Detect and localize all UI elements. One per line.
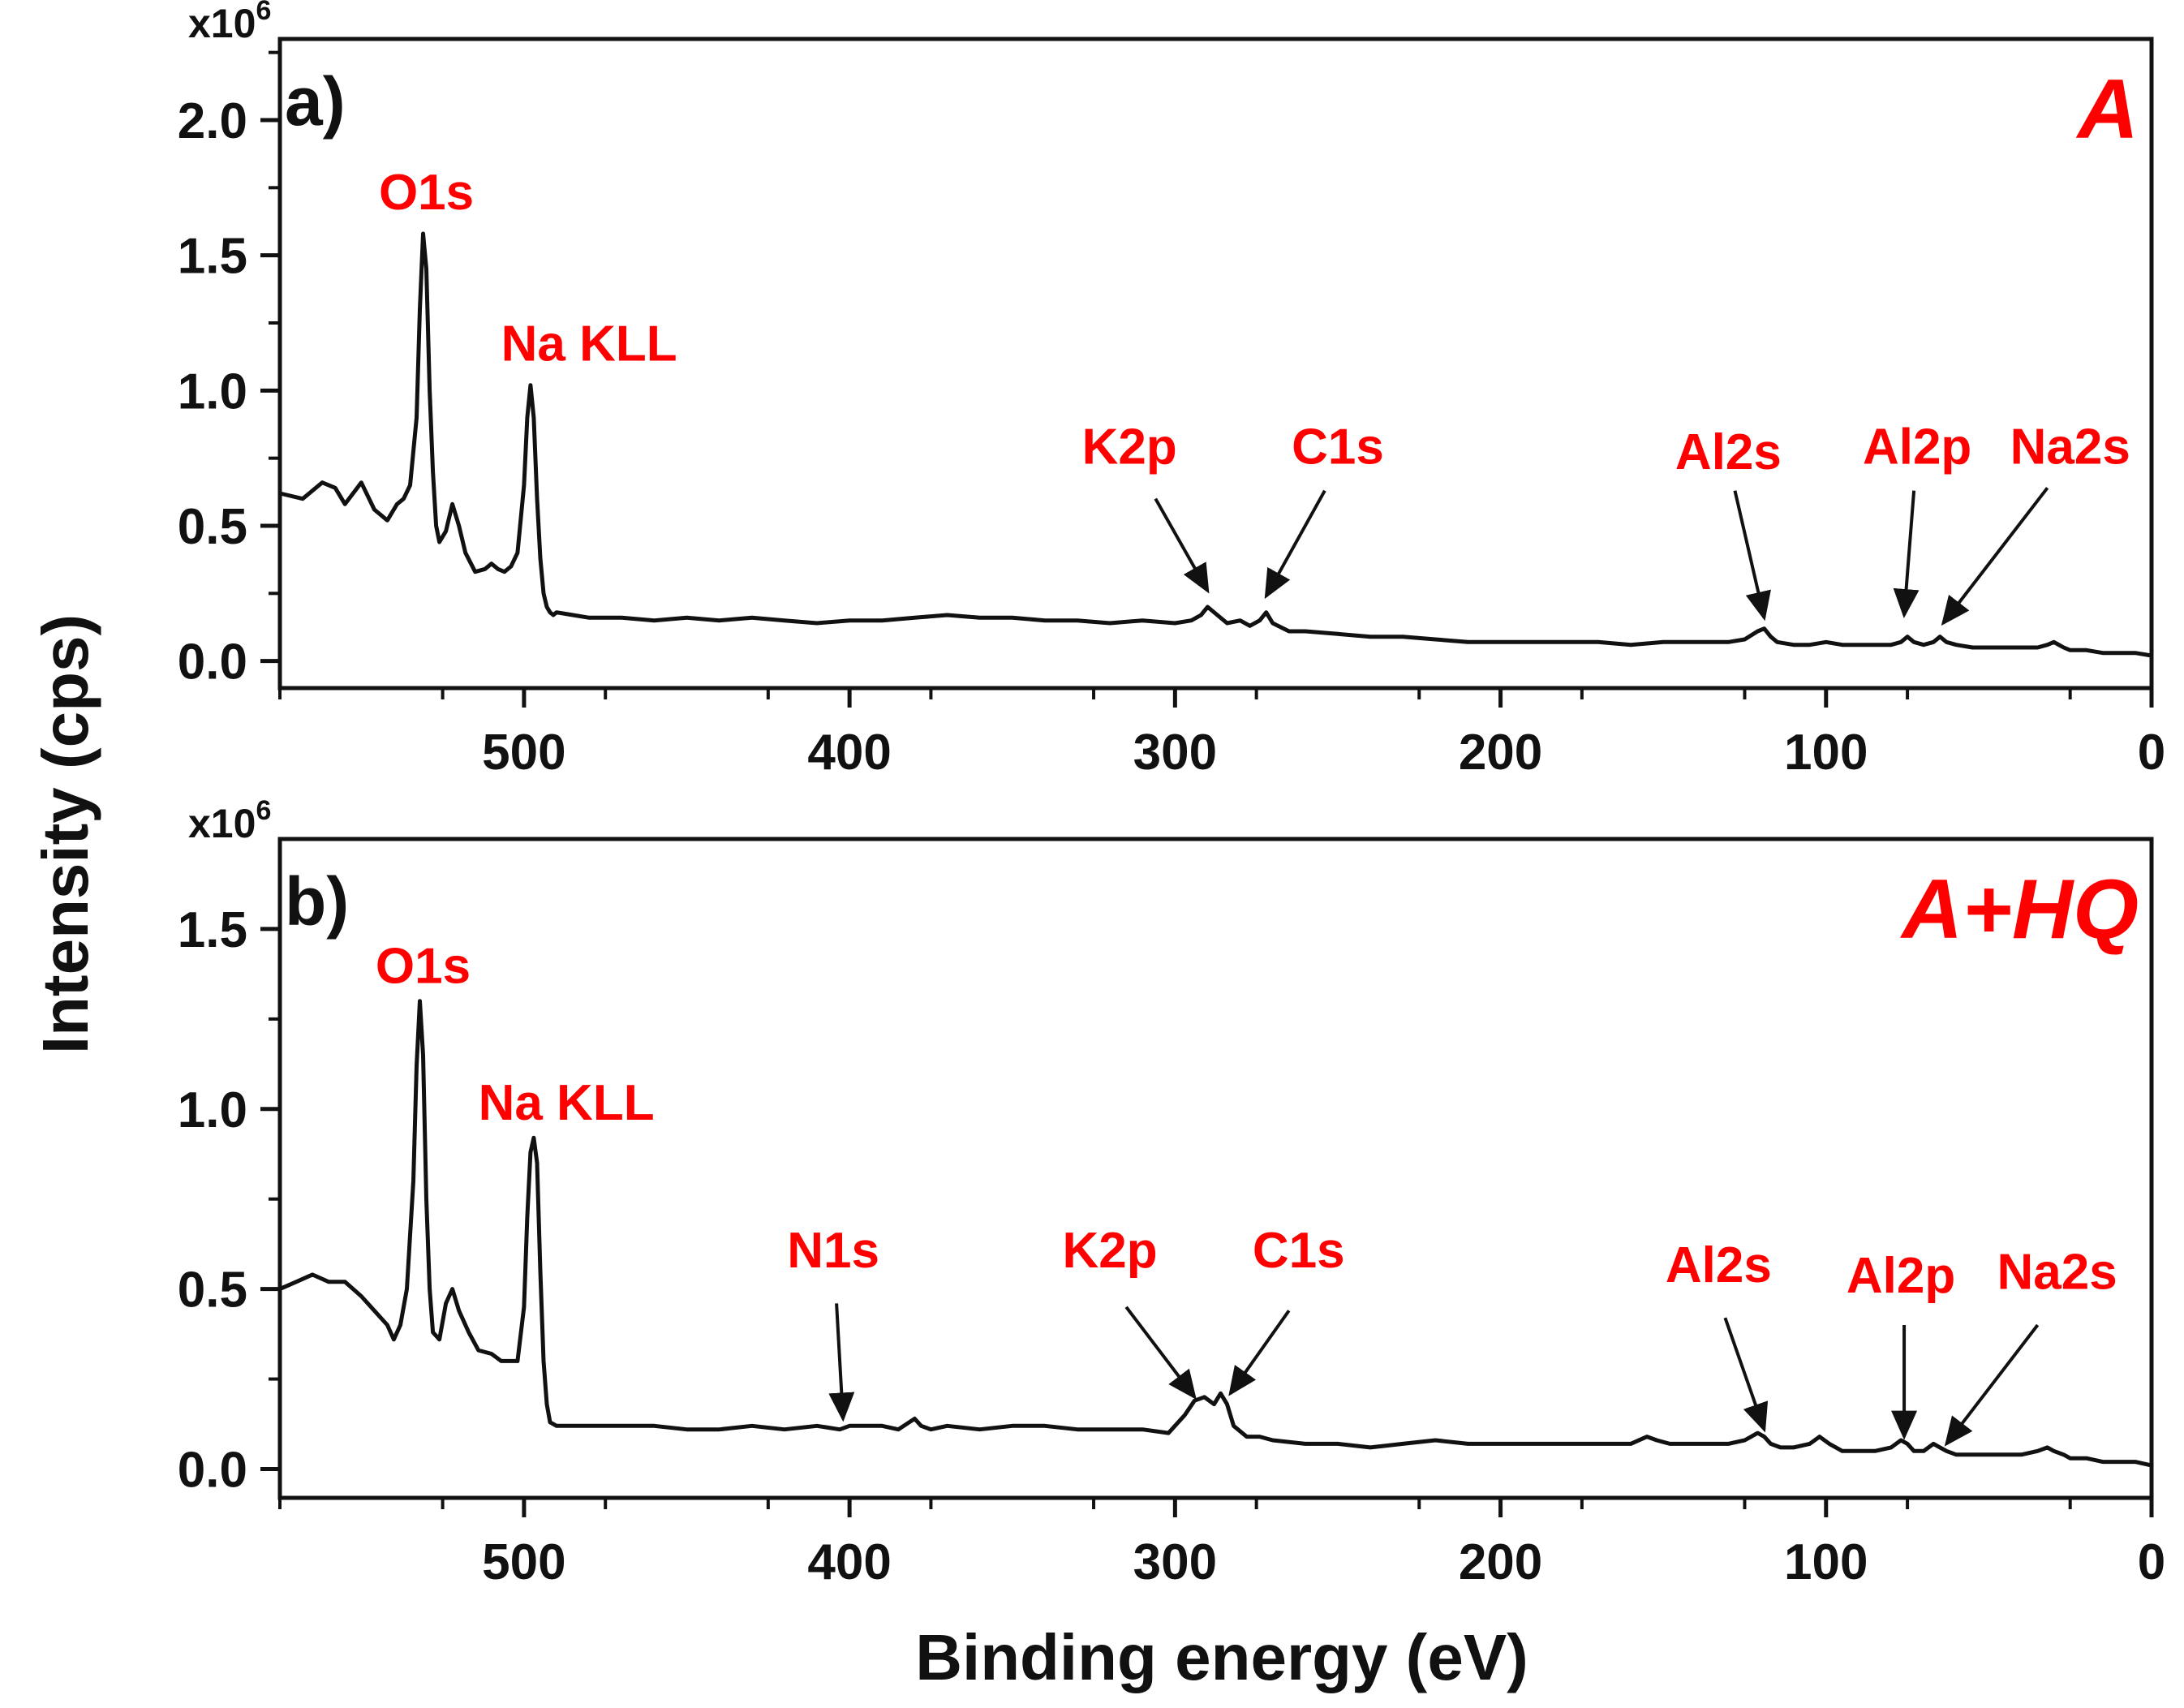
panel-a: 500 400 300 200 100 0 0.0 0.5 1.0 1.5 2.0 x106 a) A O1… [178, 0, 2165, 781]
peak-label: Al2s [1666, 1237, 1772, 1293]
y-tick-label: 1.0 [178, 1082, 247, 1138]
y-axis-title: Intensity (cps) [29, 614, 101, 1054]
y-tick-label: 1.5 [178, 902, 247, 958]
y-tick-label: 0.0 [178, 1443, 247, 1499]
x-tick-label: 200 [1459, 1534, 1542, 1590]
y-tick-label: 0.5 [178, 499, 247, 555]
x-tick-label: 300 [1133, 725, 1217, 781]
x-tick-label: 100 [1784, 725, 1868, 781]
peak-arrow [1941, 487, 2049, 626]
y-tick-label: 0.0 [178, 635, 247, 691]
peak-label: C1s [1253, 1223, 1345, 1279]
peak-label: Na KLL [479, 1075, 655, 1131]
peak-label: Al2s [1675, 424, 1782, 480]
peak-arrow [1154, 497, 1210, 594]
spectrum-line [279, 231, 2152, 658]
peak-label: C1s [1292, 419, 1384, 475]
x-axis-title: Binding energy (eV) [915, 1621, 1528, 1693]
y-tick-label: 2.0 [178, 93, 247, 149]
peak-label: N1s [787, 1223, 879, 1279]
peak-label: Al2p [1847, 1248, 1955, 1304]
panel-letter: a) [285, 63, 346, 140]
peak-label: Na2s [2010, 419, 2130, 475]
peak-arrow [1124, 1306, 1197, 1400]
peak-label: O1s [379, 165, 474, 221]
sample-label: A [2075, 62, 2139, 157]
y-tick-label: 0.5 [178, 1263, 247, 1319]
panel-b: 500 400 300 200 100 0 0.0 0.5 1.0 1.5 x106 b) A+HQ O1… [178, 795, 2165, 1590]
x-tick-label: 0 [2138, 725, 2165, 781]
peak-arrow [1264, 489, 1326, 600]
peak-arrow [1944, 1323, 2040, 1447]
x-tick-label: 400 [807, 1534, 891, 1590]
y-multiplier: x106 [188, 0, 271, 46]
spectrum-line [278, 999, 2152, 1468]
x-tick-label: 0 [2138, 1534, 2165, 1590]
x-tick-label: 300 [1133, 1534, 1217, 1590]
peak-label: Al2p [1863, 419, 1971, 475]
plot-frame [277, 837, 2154, 1500]
peak-arrow [828, 1303, 855, 1422]
peak-arrow [1723, 1317, 1769, 1433]
sample-label: A+HQ [1899, 863, 2139, 957]
x-tick-label: 500 [482, 725, 565, 781]
peak-label: O1s [376, 938, 471, 994]
peak-arrow [1228, 1310, 1291, 1396]
x-tick-label: 400 [807, 725, 891, 781]
peak-label: K2p [1082, 419, 1177, 475]
panel-letter: b) [285, 863, 349, 940]
x-tick-label: 100 [1784, 1534, 1868, 1590]
y-multiplier: x106 [188, 795, 271, 846]
peak-label: K2p [1063, 1223, 1158, 1279]
peak-arrow [1893, 490, 1920, 618]
peak-label: Na2s [1997, 1245, 2117, 1301]
peak-arrow [1733, 490, 1771, 622]
y-tick-label: 1.0 [178, 364, 247, 419]
plot-frame [277, 37, 2154, 691]
peak-label: Na KLL [501, 316, 677, 372]
x-tick-label: 500 [482, 1534, 565, 1590]
y-tick-label: 1.5 [178, 229, 247, 285]
x-tick-label: 200 [1459, 725, 1542, 781]
